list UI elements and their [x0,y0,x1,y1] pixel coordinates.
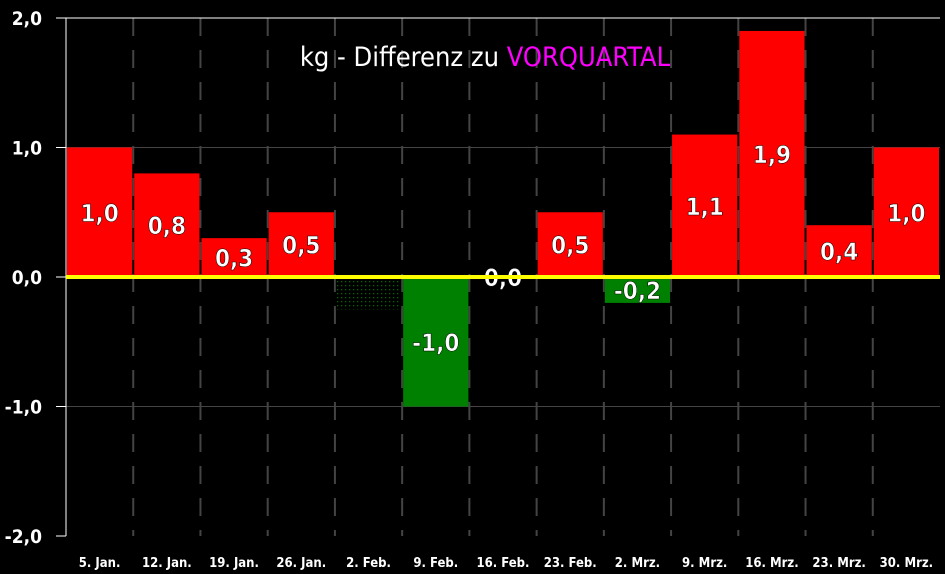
data-label: 0,3 [215,245,253,273]
bar-16-mrz [739,30,805,278]
x-tick-label: 23. Feb. [544,556,597,571]
y-tick-label: 0,0 [12,267,42,289]
x-tick-label: 5. Jan. [79,556,121,571]
y-tick-label: 2,0 [12,8,42,30]
bar-9-feb [403,277,469,407]
x-tick-label: 9. Feb. [413,556,458,571]
bar-12-jan [134,173,200,277]
y-tick-label: -1,0 [5,397,42,419]
x-tick-label: 16. Feb. [476,556,529,571]
x-tick-label: 9. Mrz. [682,556,727,571]
data-label: 1,0 [80,199,118,227]
data-label: 0,5 [282,232,320,260]
x-tick-label: 2. Mrz. [615,556,660,571]
data-label: -0,2 [614,277,661,305]
x-tick-label: 2. Feb. [346,556,391,571]
bar-2-feb [335,277,402,310]
bar-23-mrz [806,225,872,277]
bar-23-feb [537,212,603,277]
data-label: 1,1 [686,193,724,221]
bar-26-jan [268,212,334,277]
data-label: 1,0 [887,199,925,227]
data-label: 1,9 [753,141,791,169]
bar-9-mrz [672,134,738,277]
x-tick-label: 23. Mrz. [812,556,865,571]
x-tick-label: 16. Mrz. [745,556,798,571]
data-label: 0,5 [551,232,589,260]
data-label: -1,0 [412,329,459,357]
data-label: 0,4 [820,238,858,266]
x-tick-label: 30. Mrz. [880,556,933,571]
chart-title-main: kg - Differenz zu [300,42,507,73]
y-tick-label: 1,0 [12,138,42,160]
x-tick-label: 12. Jan. [142,556,192,571]
bar-5-jan [67,147,133,277]
bar-2-mrz [604,277,671,303]
x-tick-label: 26. Jan. [276,556,326,571]
chart-title: kg - Differenz zu VORQUARTAL [300,42,671,73]
y-tick-label: -2,0 [5,526,42,548]
chart-title-highlight: VORQUARTAL [507,42,671,73]
bar-30-mrz [873,147,939,277]
bar-19-jan [201,238,267,277]
x-tick-label: 19. Jan. [209,556,259,571]
data-label: 0,8 [148,212,186,240]
